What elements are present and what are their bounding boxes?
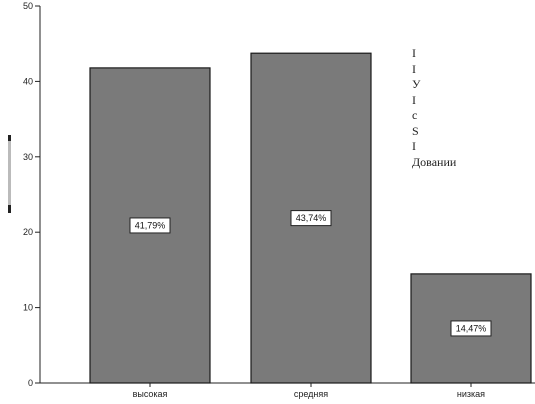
y-tick-label: 40 xyxy=(23,76,33,86)
overlay-text-line: Довании xyxy=(412,154,457,169)
category-labels: высокая средняя низкая xyxy=(133,383,485,399)
data-label-box xyxy=(129,217,171,234)
y-tick-label: 20 xyxy=(23,227,33,237)
data-labels: 41,79% 43,74% 14,47% xyxy=(129,210,492,337)
data-label: 41,79% xyxy=(135,220,166,230)
y-tick-label: 10 xyxy=(23,303,33,313)
overlay-text-line: I xyxy=(412,139,416,153)
overlay-text-line: I xyxy=(412,61,416,76)
data-label-box xyxy=(450,320,492,337)
data-label: 14,47% xyxy=(456,323,487,333)
y-tick-label: 50 xyxy=(23,1,33,11)
category-label: высокая xyxy=(133,389,168,399)
overlay-text-line: c xyxy=(412,108,418,122)
data-label: 43,74% xyxy=(296,213,327,223)
y-tick-label: 0 xyxy=(28,378,33,388)
category-label: низкая xyxy=(457,389,485,399)
category-label: средняя xyxy=(294,389,328,399)
data-label-box xyxy=(290,210,332,227)
overlay-text-line: I xyxy=(412,92,416,107)
overlay-text-line: I xyxy=(412,46,416,60)
overlay-text-line: S xyxy=(412,123,419,138)
y-axis-title-mark xyxy=(8,135,11,213)
y-tick-label: 30 xyxy=(23,152,33,162)
y-ticks: 0 10 20 30 40 50 xyxy=(23,1,40,388)
y-axis-title-mark-top xyxy=(8,135,11,141)
overlay-text-line: У xyxy=(412,77,421,91)
y-axis-title-mark-bottom xyxy=(8,205,11,213)
